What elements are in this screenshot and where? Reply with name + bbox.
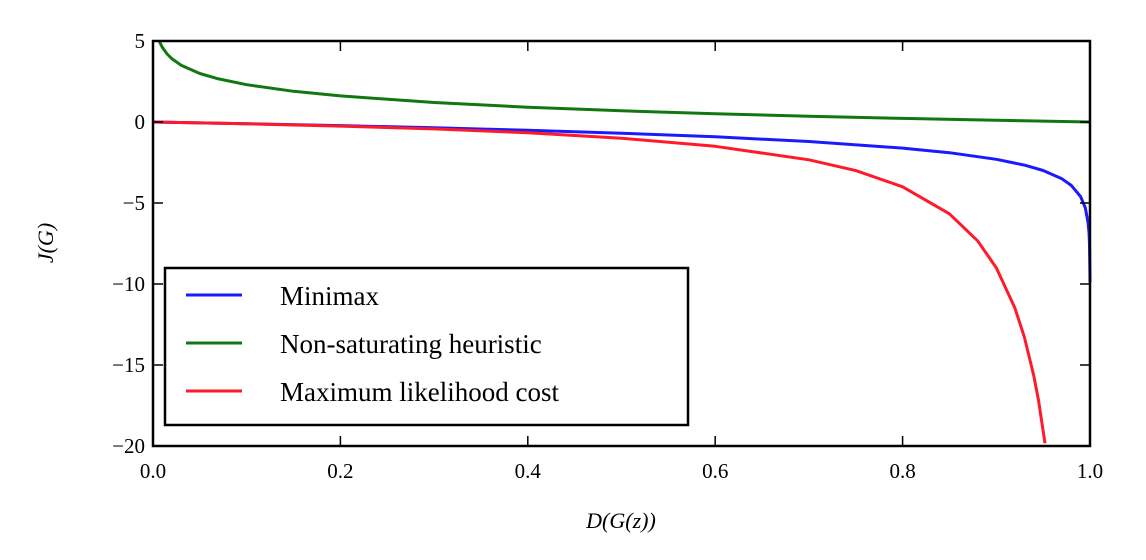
legend-label-max-likelihood: Maximum likelihood cost [280,377,559,407]
y-tick-label: −5 [123,191,145,215]
curves [152,40,1092,444]
y-tick-label: −10 [112,272,145,296]
legend-box [163,266,690,427]
x-axis-label: D(G(z)) [585,508,656,533]
series-line-1 [158,40,1091,124]
legend: Minimax Non-saturating heuristic Maximum… [163,266,690,427]
series-line-2 [152,120,1047,444]
x-tick-label: 0.6 [702,459,728,483]
x-tick-label: 0.4 [515,459,542,483]
y-tick-label: −15 [112,353,145,377]
y-axis-label: J(G) [33,223,58,263]
y-tick-label: −20 [112,434,145,458]
y-tick-label: 0 [135,110,146,134]
x-tick-label: 0.2 [327,459,353,483]
plot-frame [151,39,1092,448]
series-line-0 [152,120,1092,283]
y-tick-label: 5 [135,29,146,53]
x-tick-label: 0.8 [889,459,915,483]
legend-label-minimax: Minimax [280,281,379,311]
legend-label-non-saturating: Non-saturating heuristic [280,329,542,359]
x-tick-label: 0.0 [140,459,166,483]
ticks: 0.0 0.2 0.4 0.6 0.8 1.0 5 0 −5 −10 −15 −20 [112,29,1103,483]
x-tick-label: 1.0 [1077,459,1103,483]
